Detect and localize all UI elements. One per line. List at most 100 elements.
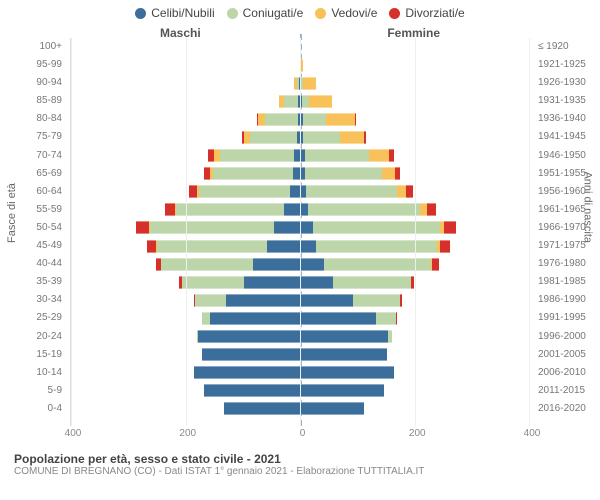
age-tick: 80-84 [8, 110, 62, 128]
segment-single [300, 294, 353, 307]
age-tick: 85-89 [8, 92, 62, 110]
birth-tick: 1951-1955 [538, 165, 592, 183]
legend-label: Divorziati/e [405, 6, 464, 20]
legend-item: Celibi/Nubili [135, 6, 214, 20]
birth-tick: 1966-1970 [538, 219, 592, 237]
birth-tick: 1996-2000 [538, 328, 592, 346]
segment-widowed [420, 203, 427, 216]
segment-divorced [395, 167, 400, 180]
segment-single [290, 185, 300, 198]
segment-single [300, 384, 384, 397]
legend-swatch [227, 8, 238, 19]
age-tick: 10-14 [8, 364, 62, 382]
segment-divorced [396, 312, 397, 325]
segment-single [202, 348, 300, 361]
birth-tick: 1981-1985 [538, 273, 592, 291]
segment-single [300, 366, 394, 379]
segment-married [353, 294, 400, 307]
gridline [529, 38, 530, 426]
age-tick: 45-49 [8, 237, 62, 255]
birth-tick: 1961-1965 [538, 201, 592, 219]
segment-married [284, 95, 298, 108]
legend-label: Vedovi/e [331, 6, 377, 20]
segment-widowed [369, 149, 390, 162]
segment-single [284, 203, 300, 216]
age-tick: 25-29 [8, 309, 62, 327]
gridline [186, 38, 187, 426]
segment-single [300, 258, 324, 271]
segment-married [308, 203, 420, 216]
segment-single [300, 240, 316, 253]
chart-subtitle: COMUNE DI BREGNANO (CO) - Dati ISTAT 1° … [14, 466, 586, 477]
birth-tick: 1956-1960 [538, 183, 592, 201]
segment-married [333, 276, 411, 289]
segment-married [305, 149, 369, 162]
age-tick: 65-69 [8, 165, 62, 183]
segment-widowed [258, 113, 265, 126]
birth-tick: 1946-1950 [538, 147, 592, 165]
segment-married [303, 113, 326, 126]
birth-tick: 2001-2005 [538, 346, 592, 364]
x-tick: 0 [300, 428, 301, 444]
age-tick: 5-9 [8, 382, 62, 400]
birth-tick: 1971-1975 [538, 237, 592, 255]
segment-single [267, 240, 300, 253]
legend-item: Divorziati/e [389, 6, 464, 20]
x-tick: 200 [185, 428, 186, 444]
segment-married [220, 149, 294, 162]
legend-swatch [135, 8, 146, 19]
segment-divorced [364, 131, 366, 144]
segment-married [388, 330, 391, 343]
segment-married [303, 131, 340, 144]
pyramid-chart: Celibi/NubiliConiugati/eVedovi/eDivorzia… [0, 0, 600, 500]
segment-single [204, 384, 300, 397]
age-tick: 90-94 [8, 74, 62, 92]
segment-married [376, 312, 397, 325]
age-tick: 55-59 [8, 201, 62, 219]
segment-single [274, 221, 300, 234]
segment-widowed [340, 131, 364, 144]
x-tick: 400 [70, 428, 71, 444]
segment-single [300, 276, 333, 289]
segment-single [300, 221, 313, 234]
segment-divorced [444, 221, 455, 234]
legend-swatch [315, 8, 326, 19]
segment-widowed [309, 95, 332, 108]
segment-divorced [189, 185, 197, 198]
segment-married [213, 167, 293, 180]
segment-married [306, 185, 398, 198]
segment-single [300, 203, 308, 216]
birth-tick: 1941-1945 [538, 128, 592, 146]
chart-title: Popolazione per età, sesso e stato civil… [14, 452, 586, 466]
plot-area [70, 38, 530, 426]
segment-single [198, 330, 300, 343]
segment-single [194, 366, 300, 379]
age-tick: 60-64 [8, 183, 62, 201]
age-tick: 15-19 [8, 346, 62, 364]
birth-tick: ≤ 1920 [538, 38, 592, 56]
segment-married [305, 167, 383, 180]
legend: Celibi/NubiliConiugati/eVedovi/eDivorzia… [8, 6, 592, 20]
segment-divorced [427, 203, 436, 216]
segment-divorced [440, 240, 450, 253]
segment-married [182, 276, 244, 289]
birth-tick: 2011-2015 [538, 382, 592, 400]
birth-tick: 1931-1935 [538, 92, 592, 110]
segment-widowed [326, 113, 355, 126]
segment-single [224, 402, 300, 415]
x-axis: 4002000200400 [70, 428, 530, 444]
birth-tick: 1991-1995 [538, 309, 592, 327]
age-tick: 40-44 [8, 255, 62, 273]
age-tick: 95-99 [8, 56, 62, 74]
segment-single [300, 402, 364, 415]
chart-area: Fasce di età Anni di nascita 100+95-9990… [8, 38, 592, 448]
birth-tick: 1976-1980 [538, 255, 592, 273]
segment-married [150, 221, 274, 234]
segment-married [250, 131, 297, 144]
birth-tick: 1926-1930 [538, 74, 592, 92]
segment-married [195, 294, 226, 307]
age-tick: 75-79 [8, 128, 62, 146]
birth-tick: 1986-1990 [538, 291, 592, 309]
legend-swatch [389, 8, 400, 19]
segment-single [300, 348, 387, 361]
